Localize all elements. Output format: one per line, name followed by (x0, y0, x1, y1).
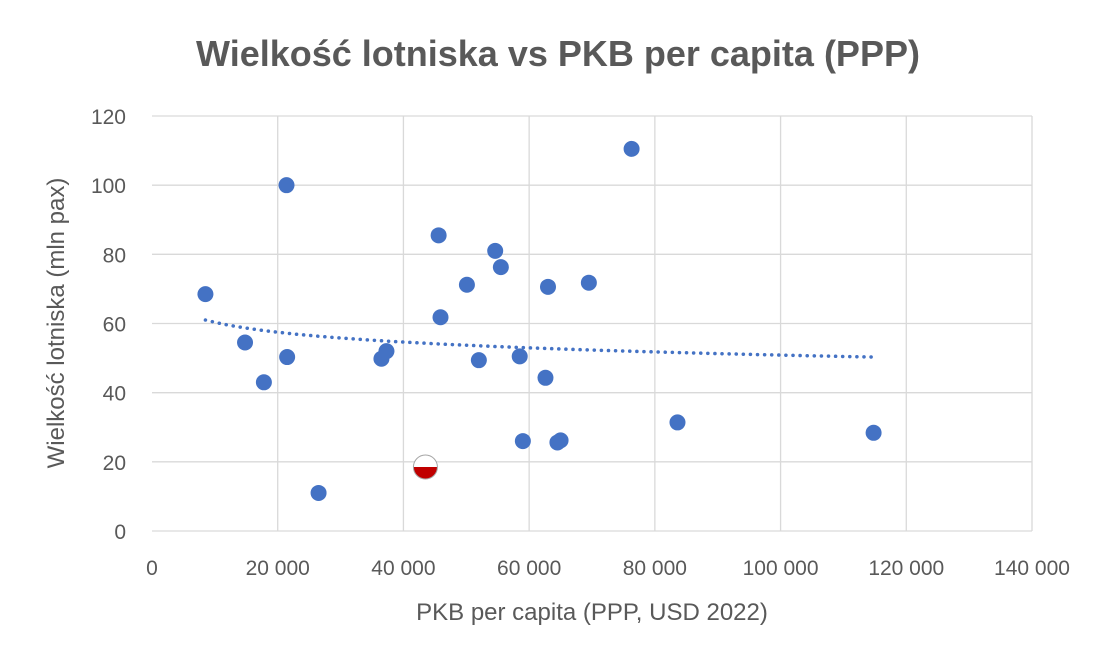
x-axis-label: PKB per capita (PPP, USD 2022) (416, 599, 768, 626)
data-point (430, 227, 447, 244)
trendline-path (203, 318, 876, 359)
data-point (278, 177, 295, 194)
data-point (378, 343, 395, 360)
y-tick-label: 20 (103, 452, 126, 475)
x-tick-label: 60 000 (497, 557, 561, 580)
data-point (623, 140, 640, 157)
x-tick-label: 80 000 (623, 557, 687, 580)
chart-title: Wielkość lotniska vs PKB per capita (PPP… (196, 33, 920, 74)
data-point (552, 432, 569, 449)
y-axis-ticks: 0 20 40 60 80 100 120 (91, 106, 126, 544)
data-point (492, 259, 509, 276)
y-tick-label: 100 (91, 175, 126, 198)
data-point (458, 276, 475, 293)
x-tick-label: 40 000 (371, 557, 435, 580)
x-axis-ticks: 0 20 000 40 000 60 000 80 000 100 000 120 000 1… (146, 557, 1070, 580)
y-tick-label: 80 (103, 244, 126, 267)
data-point (580, 274, 597, 291)
poland-flag-icon (412, 454, 438, 480)
data-point (197, 286, 214, 303)
data-point (511, 348, 528, 365)
data-point (432, 309, 449, 326)
data-point (237, 334, 254, 351)
x-tick-label: 0 (146, 557, 158, 580)
y-axis-label: Wielkość lotniska (mln pax) (43, 178, 70, 469)
y-tick-label: 120 (91, 106, 126, 129)
data-point (279, 349, 296, 366)
gridlines (152, 115, 1033, 532)
data-point (540, 278, 556, 295)
x-tick-label: 20 000 (246, 557, 310, 580)
x-tick-label: 140 000 (994, 557, 1070, 580)
x-tick-label: 120 000 (868, 557, 944, 580)
data-points (197, 140, 882, 501)
data-point (537, 369, 554, 386)
y-tick-label: 0 (114, 521, 126, 544)
data-point (470, 352, 487, 369)
data-point (865, 424, 882, 441)
data-point (669, 414, 686, 431)
data-point (310, 484, 327, 501)
y-tick-label: 60 (103, 314, 126, 337)
x-tick-label: 100 000 (743, 557, 819, 580)
data-point (255, 374, 272, 391)
data-point (514, 433, 531, 450)
y-tick-label: 40 (103, 383, 126, 406)
data-point (487, 242, 504, 259)
trendline (203, 318, 876, 359)
